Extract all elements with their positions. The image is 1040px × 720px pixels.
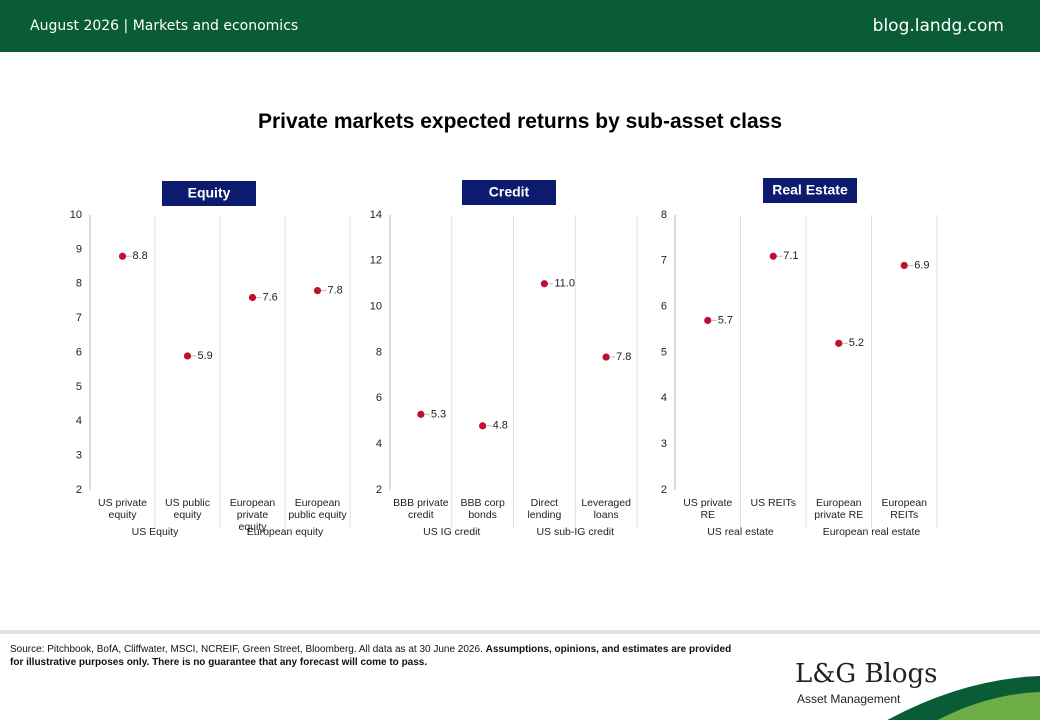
y-tick-label: 14 [370, 209, 382, 221]
data-label: 4.8 [493, 420, 508, 432]
data-label: 6.9 [914, 259, 929, 271]
panel-title-box [162, 181, 256, 206]
y-tick-label: 4 [376, 438, 382, 450]
y-tick-label: 4 [661, 392, 667, 404]
category-label: European private equity [229, 497, 276, 533]
group-label: European equity [246, 526, 324, 538]
y-tick-label: 10 [370, 301, 382, 313]
y-tick-label: 3 [76, 450, 82, 462]
category-label: US private RE [683, 497, 733, 521]
group-label: US sub-IG credit [536, 526, 615, 538]
group-label: US IG credit [423, 526, 481, 538]
category-label: European REITs [881, 497, 928, 521]
logo: L&G Blogs [795, 659, 938, 689]
category-label: US private equity [97, 497, 148, 521]
category-label: US public equity [165, 497, 210, 521]
data-label: 7.8 [328, 285, 343, 297]
data-label: 7.8 [616, 351, 631, 363]
y-tick-label: 5 [661, 346, 667, 358]
category-label: Direct lending [527, 497, 562, 521]
y-tick-label: 2 [376, 484, 382, 496]
dot [835, 339, 843, 347]
y-tick-label: 8 [76, 278, 82, 290]
data-label: 5.7 [718, 314, 733, 326]
panel-title-box [763, 178, 857, 203]
y-tick-label: 2 [661, 484, 667, 496]
panel-title-box [462, 180, 556, 205]
category-label: European private RE [814, 497, 864, 521]
dot [248, 293, 257, 302]
data-label: 5.9 [198, 350, 213, 362]
header-bar: August 2026 | Markets and economics blog… [0, 0, 1040, 52]
category-label: European public equity [288, 497, 347, 521]
category-label: Leveraged loans [581, 497, 631, 521]
y-tick-label: 12 [370, 255, 382, 267]
header-link[interactable]: blog.landg.com [872, 16, 1004, 36]
footer: Source: Pitchbook, BofA, Cliffwater, MSC… [0, 630, 1040, 720]
data-label: 8.8 [133, 250, 148, 262]
data-label: 5.3 [431, 408, 446, 420]
category-label: BBB private credit [393, 497, 449, 521]
panel-title: Equity [188, 185, 231, 201]
data-label: 7.6 [263, 291, 278, 303]
dot [602, 353, 610, 361]
group-label: US Equity [131, 526, 179, 538]
charts: Equity 2 3 4 5 6 7 8 9 10 8.8 5.9 7.6 7.8 Credit 2 4 6 8 10… [70, 178, 938, 528]
data-label: 11.0 [554, 278, 575, 290]
disclaimer: Assumptions, opinions, and estimates are… [10, 644, 732, 668]
panel-title: Credit [489, 184, 530, 200]
source: Source: Pitchbook, BofA, Cliffwater, MSC… [10, 644, 483, 655]
y-tick-label: 7 [661, 255, 667, 267]
y-tick-label: 3 [661, 438, 667, 450]
dot [417, 410, 425, 418]
dot [540, 280, 548, 288]
y-tick-label: 6 [661, 301, 667, 313]
y-tick-label: 10 [70, 209, 82, 221]
dot [479, 422, 487, 430]
dot [183, 352, 192, 360]
dot [118, 252, 127, 260]
dot [704, 316, 712, 325]
category-label: US REITs [750, 497, 796, 509]
y-tick-label: 8 [376, 346, 382, 358]
dot [769, 252, 777, 260]
group-label: US real estate [707, 526, 774, 538]
y-tick-label: 6 [376, 392, 382, 404]
data-label: 5.2 [849, 337, 864, 349]
source-note: Source: Pitchbook, BofA, Cliffwater, MSC… [10, 643, 740, 669]
dot [313, 287, 322, 295]
data-label: 7.1 [783, 250, 798, 262]
header-left: August 2026 | Markets and economics [30, 18, 299, 34]
logo-swoosh [887, 676, 1040, 720]
y-tick-label: 5 [76, 381, 82, 393]
y-tick-label: 7 [76, 312, 82, 324]
y-tick-label: 9 [76, 243, 82, 255]
page-title: Private markets expected returns by sub-… [257, 110, 783, 133]
logo-subtitle: Asset Management [797, 692, 901, 706]
y-tick-label: 2 [76, 484, 82, 496]
category-label: BBB corp bonds [460, 497, 505, 521]
y-tick-label: 8 [661, 209, 667, 221]
dot [900, 261, 908, 270]
panel-title: Real Estate [772, 182, 848, 198]
y-tick-label: 6 [76, 346, 82, 358]
group-label: European real estate [822, 526, 921, 538]
y-tick-label: 4 [76, 415, 82, 427]
